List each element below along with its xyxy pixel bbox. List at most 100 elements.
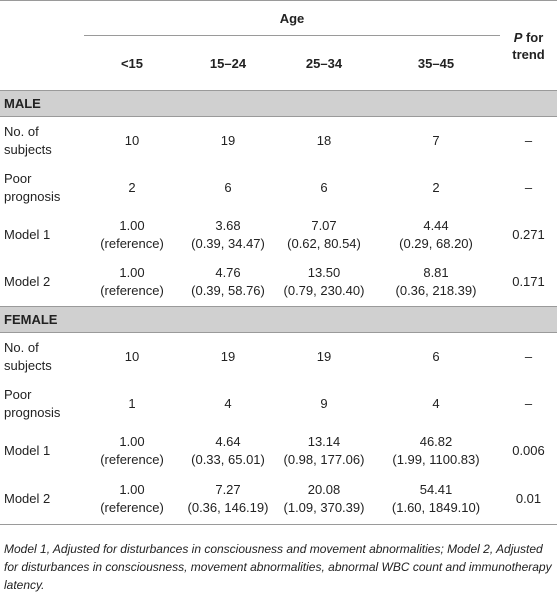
cell-value: 13.50	[307, 265, 341, 280]
col-header-lt15: <15	[120, 55, 144, 71]
cell-interval: (0.79, 230.40)	[283, 283, 365, 298]
cell-value: 1	[128, 395, 136, 411]
cell-value: 10	[124, 348, 140, 364]
cell-interval: (0.39, 34.47)	[191, 235, 265, 251]
table-row: Model 2 1.00 (reference) 7.27 (0.36, 146.19)…	[0, 474, 557, 525]
table-cell: 1.00 (reference)	[84, 258, 180, 307]
cell-value: 4.64	[215, 433, 241, 449]
row-label: No. of subjects	[0, 333, 84, 381]
table-cell: 19	[180, 117, 276, 165]
table-cell: 18	[276, 117, 372, 165]
trend-cell: 0.006	[512, 442, 545, 458]
table-cell: 1.00 (reference)	[84, 211, 180, 258]
cell-value: 4	[432, 395, 440, 411]
trend-cell: –	[524, 132, 533, 148]
cell-value: 20.08	[307, 482, 341, 497]
table-cell: 8.81 (0.36, 218.39)	[372, 258, 500, 307]
cell-interval: (reference)	[100, 451, 164, 467]
table-cell: 4.76 (0.39, 58.76)	[180, 258, 276, 307]
cell-value: 19	[220, 132, 236, 148]
trend-header-trend: trend	[512, 46, 545, 62]
cell-value: 10	[124, 132, 140, 148]
cell-value: 18	[316, 132, 332, 148]
row-label-line: No. of	[4, 339, 39, 355]
table-cell: 19	[180, 333, 276, 381]
table-cell: 6	[372, 333, 500, 381]
table-cell: 7.07 (0.62, 80.54)	[276, 211, 372, 258]
cell-value: 4.44	[423, 217, 449, 233]
table-cell: 10	[84, 333, 180, 381]
row-label: Poor prognosis	[0, 380, 84, 427]
table-row: Model 1 1.00 (reference) 3.68 (0.39, 34.47) 7…	[0, 211, 557, 258]
table-row: Poor prognosis 2 6 6 2 –	[0, 164, 557, 211]
data-table: Age P for trend <15 15–24 25–34 35–45 MA…	[0, 0, 557, 525]
row-label-line: subjects	[4, 141, 52, 157]
row-label-line: No. of	[4, 123, 39, 139]
col-header-15-24: 15–24	[209, 55, 247, 71]
trend-header-for: for	[522, 29, 544, 45]
table-body: MALE No. of subjects 10 19 18 7– Poor prognosis 2…	[0, 90, 557, 525]
row-label: Model 1	[0, 427, 84, 474]
cell-value: 9	[320, 395, 328, 411]
table-cell: 4	[372, 380, 500, 427]
row-label-line: Model 2	[4, 491, 51, 506]
cell-value: 13.14	[307, 433, 341, 449]
row-label-line: Poor	[4, 170, 32, 186]
cell-value: 4	[224, 395, 232, 411]
trend-cell: 0.271	[512, 226, 545, 242]
cell-value: 1.00	[119, 217, 145, 233]
table-cell: 3.68 (0.39, 34.47)	[180, 211, 276, 258]
table-row: No. of subjects 10 19 18 7 –	[0, 117, 557, 165]
cell-value: 46.82	[419, 433, 453, 449]
table-cell: 1.00 (reference)	[84, 427, 180, 474]
table-cell: 1.00 (reference)	[84, 474, 180, 525]
table-cell: 19	[276, 333, 372, 381]
cell-interval: (0.36, 146.19)	[187, 500, 269, 515]
cell-interval: (0.29, 68.20)	[399, 235, 473, 251]
table-cell: 13.14 (0.98, 177.06)	[276, 427, 372, 474]
table-row: No. of subjects 10 19 19 6 –	[0, 333, 557, 381]
table-row: Model 2 1.00 (reference) 4.76 (0.39, 58.76) 1…	[0, 258, 557, 307]
table-cell: 2	[84, 164, 180, 211]
table-cell: 4.64 (0.33, 65.01)	[180, 427, 276, 474]
cell-value: 19	[220, 348, 236, 364]
trend-cell: –	[524, 395, 533, 411]
table-cell: 4.44 (0.29, 68.20)	[372, 211, 500, 258]
cell-interval: (0.98, 177.06)	[283, 451, 365, 467]
table-cell: 6	[180, 164, 276, 211]
cell-value: 19	[316, 348, 332, 364]
cell-value: 2	[128, 179, 136, 195]
table-cell: 7	[372, 117, 500, 165]
cell-interval: (1.09, 370.39)	[283, 500, 365, 515]
cell-value: 7.07	[311, 217, 337, 233]
row-label: Model 1	[0, 211, 84, 258]
cell-value: 7	[432, 132, 440, 148]
cell-value: 7.27	[215, 482, 241, 497]
age-header: Age	[84, 0, 500, 36]
cell-interval: (1.60, 1849.10)	[391, 500, 481, 515]
row-label: No. of subjects	[0, 117, 84, 165]
cell-interval: (0.33, 65.01)	[191, 451, 265, 467]
trend-cell: –	[524, 348, 533, 364]
col-header-25-34: 25–34	[305, 55, 343, 71]
table-cell: 54.41 (1.60, 1849.10)	[372, 474, 500, 525]
section-row: FEMALE	[0, 306, 557, 333]
cell-value: 1.00	[119, 265, 145, 280]
cell-value: 4.76	[215, 265, 241, 280]
cell-interval: (0.39, 58.76)	[191, 283, 265, 298]
cell-interval: (reference)	[100, 500, 164, 515]
table-row: Poor prognosis 1 4 9 4–	[0, 380, 557, 427]
trend-cell: –	[524, 179, 533, 195]
header-blank-2	[0, 36, 84, 91]
cell-value: 1.00	[119, 482, 145, 497]
trend-cell: 0.01	[500, 474, 557, 525]
cell-interval: (1.99, 1100.83)	[392, 451, 480, 467]
cell-value: 6	[432, 348, 440, 364]
table-cell: 13.50 (0.79, 230.40)	[276, 258, 372, 307]
trend-header: P for trend	[500, 0, 557, 91]
row-label-line: Model 1	[4, 442, 51, 458]
row-label: Poor prognosis	[0, 164, 84, 211]
header-row-2: <15 15–24 25–34 35–45	[0, 36, 557, 91]
table-cell: 7.27 (0.36, 146.19)	[180, 474, 276, 525]
